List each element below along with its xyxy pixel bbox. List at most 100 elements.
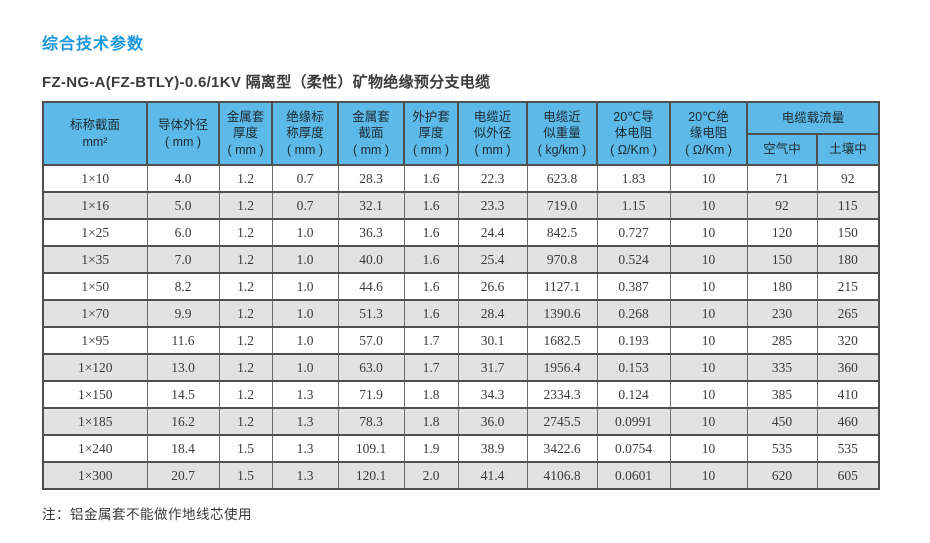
table-cell: 1.7 <box>403 353 459 381</box>
table-cell: 230 <box>746 299 818 327</box>
table-row: 1×10 4.0 1.2 0.7 28.3 1.6 22.3 623.8 1.8… <box>42 164 880 192</box>
table-cell: 40.0 <box>337 245 405 273</box>
table-row: 1×120 13.0 1.2 1.0 63.0 1.7 31.7 1956.4 … <box>42 353 880 381</box>
table-cell: 0.7 <box>271 164 339 192</box>
table-cell: 28.4 <box>457 299 528 327</box>
table-cell: 0.0991 <box>596 407 671 435</box>
table-cell: 22.3 <box>457 164 528 192</box>
table-cell: 41.4 <box>457 461 528 489</box>
table-cell: 32.1 <box>337 191 405 219</box>
table-cell: 1.2 <box>218 245 273 273</box>
table-cell: 1×120 <box>42 353 148 381</box>
table-cell: 71 <box>746 164 818 192</box>
product-model-heading: FZ-NG-A(FZ-BTLY)-0.6/1KV 隔离型（柔性）矿物绝缘预分支电… <box>42 74 491 91</box>
table-cell: 285 <box>746 326 818 354</box>
table-cell: 1390.6 <box>526 299 598 327</box>
table-cell: 10 <box>669 164 748 192</box>
table-cell: 1.83 <box>596 164 671 192</box>
table-cell: 335 <box>746 353 818 381</box>
col-header-cable-approx-od: 电缆近 似外径 ( mm ) <box>457 101 528 166</box>
col-header-ampacity-group: 电缆载流量 <box>745 101 881 135</box>
table-cell: 1.3 <box>271 407 339 435</box>
table-cell: 10 <box>669 407 748 435</box>
table-cell: 1×95 <box>42 326 148 354</box>
table-cell: 1.0 <box>271 353 339 381</box>
table-cell: 0.524 <box>596 245 671 273</box>
table-row: 1×35 7.0 1.2 1.0 40.0 1.6 25.4 970.8 0.5… <box>42 245 880 273</box>
table-row: 1×240 18.4 1.5 1.3 109.1 1.9 38.9 3422.6… <box>42 434 880 462</box>
table-cell: 78.3 <box>337 407 405 435</box>
table-cell: 0.193 <box>596 326 671 354</box>
table-cell: 1.6 <box>403 299 459 327</box>
table-cell: 180 <box>746 272 818 300</box>
table-cell: 215 <box>816 272 880 300</box>
table-cell: 1.3 <box>271 380 339 408</box>
table-cell: 31.7 <box>457 353 528 381</box>
table-cell: 4106.8 <box>526 461 598 489</box>
table-cell: 20.7 <box>146 461 220 489</box>
table-cell: 28.3 <box>337 164 405 192</box>
table-cell: 1.2 <box>218 191 273 219</box>
table-cell: 109.1 <box>337 434 405 462</box>
table-cell: 8.2 <box>146 272 220 300</box>
table-cell: 1×10 <box>42 164 148 192</box>
table-cell: 9.9 <box>146 299 220 327</box>
table-cell: 36.0 <box>457 407 528 435</box>
table-cell: 360 <box>816 353 880 381</box>
table-cell: 1.0 <box>271 218 339 246</box>
table-cell: 1×50 <box>42 272 148 300</box>
table-cell: 1×25 <box>42 218 148 246</box>
table-cell: 535 <box>816 434 880 462</box>
table-cell: 1.2 <box>218 218 273 246</box>
table-cell: 30.1 <box>457 326 528 354</box>
table-cell: 10 <box>669 461 748 489</box>
table-cell: 1.6 <box>403 218 459 246</box>
table-cell: 535 <box>746 434 818 462</box>
table-cell: 605 <box>816 461 880 489</box>
col-header-insulation-resistance: 20℃绝 缘电阻 ( Ω/Km ) <box>669 101 748 166</box>
table-cell: 180 <box>816 245 880 273</box>
page-title: 综合技术参数 <box>42 36 145 53</box>
table-body: 1×10 4.0 1.2 0.7 28.3 1.6 22.3 623.8 1.8… <box>42 164 880 489</box>
table-cell: 1×185 <box>42 407 148 435</box>
table-cell: 10 <box>669 353 748 381</box>
table-cell: 1.8 <box>403 407 459 435</box>
table-cell: 620 <box>746 461 818 489</box>
table-cell: 57.0 <box>337 326 405 354</box>
table-cell: 10 <box>669 434 748 462</box>
table-cell: 719.0 <box>526 191 598 219</box>
table-cell: 1.3 <box>271 461 339 489</box>
col-header-metal-sheath-section: 金属套 截面 ( mm ) <box>337 101 405 166</box>
table-cell: 1.8 <box>403 380 459 408</box>
table-cell: 1.0 <box>271 245 339 273</box>
table-cell: 1.2 <box>218 299 273 327</box>
table-row: 1×70 9.9 1.2 1.0 51.3 1.6 28.4 1390.6 0.… <box>42 299 880 327</box>
table-cell: 1.2 <box>218 353 273 381</box>
table-cell: 10 <box>669 245 748 273</box>
table-cell: 44.6 <box>337 272 405 300</box>
table-cell: 1.7 <box>403 326 459 354</box>
table-cell: 10 <box>669 326 748 354</box>
table-cell: 623.8 <box>526 164 598 192</box>
table-cell: 1.2 <box>218 272 273 300</box>
table-cell: 1.2 <box>218 164 273 192</box>
table-cell: 2334.3 <box>526 380 598 408</box>
table-cell: 0.153 <box>596 353 671 381</box>
table-row: 1×185 16.2 1.2 1.3 78.3 1.8 36.0 2745.5 … <box>42 407 880 435</box>
table-row: 1×95 11.6 1.2 1.0 57.0 1.7 30.1 1682.5 0… <box>42 326 880 354</box>
table-cell: 1127.1 <box>526 272 598 300</box>
table-cell: 265 <box>816 299 880 327</box>
table-cell: 970.8 <box>526 245 598 273</box>
table-cell: 11.6 <box>146 326 220 354</box>
table-row: 1×300 20.7 1.5 1.3 120.1 2.0 41.4 4106.8… <box>42 461 880 489</box>
table-cell: 0.268 <box>596 299 671 327</box>
table-cell: 5.0 <box>146 191 220 219</box>
table-cell: 0.387 <box>596 272 671 300</box>
col-header-cable-approx-weight: 电缆近 似重量 ( kg/km ) <box>526 101 598 166</box>
table-cell: 1.15 <box>596 191 671 219</box>
table-cell: 120.1 <box>337 461 405 489</box>
table-cell: 1682.5 <box>526 326 598 354</box>
table-cell: 115 <box>816 191 880 219</box>
table-row: 1×16 5.0 1.2 0.7 32.1 1.6 23.3 719.0 1.1… <box>42 191 880 219</box>
table-cell: 120 <box>746 218 818 246</box>
